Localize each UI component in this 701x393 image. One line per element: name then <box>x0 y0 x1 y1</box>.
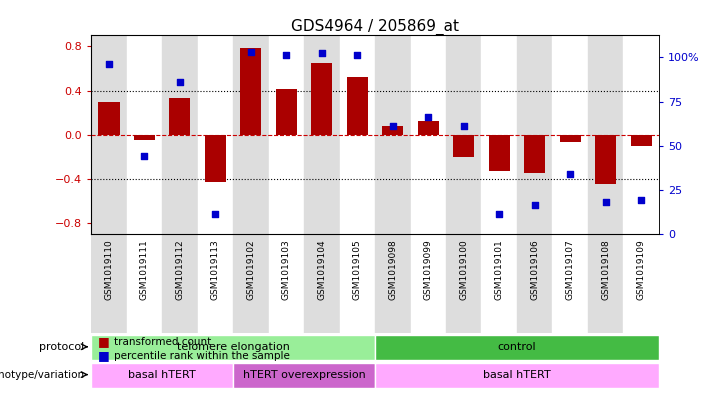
Bar <box>631 135 652 146</box>
Text: GSM1019108: GSM1019108 <box>601 239 610 300</box>
Bar <box>275 90 297 135</box>
Bar <box>346 77 368 135</box>
Bar <box>588 35 623 234</box>
Text: basal hTERT: basal hTERT <box>128 369 196 380</box>
Title: GDS4964 / 205869_at: GDS4964 / 205869_at <box>291 19 459 35</box>
Text: GSM1019101: GSM1019101 <box>495 239 504 300</box>
Point <box>636 197 647 203</box>
Text: control: control <box>498 342 536 352</box>
Bar <box>482 35 517 234</box>
Bar <box>198 234 233 333</box>
Bar <box>268 35 304 234</box>
Point <box>139 153 150 159</box>
Bar <box>552 35 588 234</box>
Text: GSM1019109: GSM1019109 <box>637 239 646 300</box>
Bar <box>517 35 552 234</box>
Bar <box>482 234 517 333</box>
Text: GSM1019103: GSM1019103 <box>282 239 291 300</box>
Text: GSM1019111: GSM1019111 <box>140 239 149 300</box>
Bar <box>240 48 261 135</box>
Bar <box>127 234 162 333</box>
Bar <box>339 35 375 234</box>
Bar <box>559 135 581 142</box>
Bar <box>162 234 198 333</box>
Point <box>494 211 505 217</box>
Bar <box>375 363 659 387</box>
Bar <box>304 234 339 333</box>
Bar <box>382 126 404 135</box>
Bar <box>233 234 268 333</box>
Bar <box>91 234 127 333</box>
Text: GSM1019106: GSM1019106 <box>530 239 539 300</box>
Point <box>423 114 434 120</box>
Text: GSM1019105: GSM1019105 <box>353 239 362 300</box>
Text: protocol: protocol <box>39 342 84 352</box>
Text: GSM1019098: GSM1019098 <box>388 239 397 300</box>
Bar <box>233 363 375 387</box>
Bar <box>552 234 588 333</box>
Text: hTERT overexpression: hTERT overexpression <box>243 369 365 380</box>
Point <box>316 50 327 57</box>
Text: GSM1019099: GSM1019099 <box>424 239 433 300</box>
Text: GSM1019110: GSM1019110 <box>104 239 114 300</box>
Point <box>280 52 292 59</box>
Bar <box>623 35 659 234</box>
Text: percentile rank within the sample: percentile rank within the sample <box>114 351 290 361</box>
Bar <box>453 135 475 157</box>
Point <box>210 211 221 217</box>
Bar <box>517 234 552 333</box>
Bar <box>411 234 446 333</box>
Bar <box>446 234 482 333</box>
Bar <box>623 234 659 333</box>
Bar <box>311 63 332 135</box>
Bar <box>169 98 191 135</box>
Bar <box>304 35 339 234</box>
Bar <box>233 35 268 234</box>
Point <box>600 199 611 205</box>
Bar <box>489 135 510 171</box>
Bar <box>91 35 127 234</box>
Bar <box>91 335 375 360</box>
Text: ■: ■ <box>98 335 110 349</box>
Bar <box>595 135 616 184</box>
Text: GSM1019102: GSM1019102 <box>246 239 255 300</box>
Bar <box>98 102 119 135</box>
Text: GSM1019113: GSM1019113 <box>211 239 220 300</box>
Bar <box>205 135 226 182</box>
Point <box>175 79 186 85</box>
Text: telomere elongation: telomere elongation <box>177 342 290 352</box>
Bar <box>446 35 482 234</box>
Bar <box>91 363 233 387</box>
Text: GSM1019112: GSM1019112 <box>175 239 184 300</box>
Text: basal hTERT: basal hTERT <box>483 369 551 380</box>
Text: ■: ■ <box>98 349 110 362</box>
Point <box>245 49 257 55</box>
Bar <box>339 234 375 333</box>
Point <box>387 123 398 129</box>
Bar <box>134 135 155 140</box>
Point <box>564 171 576 177</box>
Text: GSM1019104: GSM1019104 <box>318 239 326 300</box>
Bar <box>375 234 411 333</box>
Bar <box>127 35 162 234</box>
Text: genotype/variation: genotype/variation <box>0 369 84 380</box>
Bar <box>375 335 659 360</box>
Point <box>352 52 363 59</box>
Point <box>103 61 114 67</box>
Bar <box>524 135 545 173</box>
Bar <box>162 35 198 234</box>
Text: transformed count: transformed count <box>114 337 211 347</box>
Bar <box>418 121 439 135</box>
Bar <box>375 35 411 234</box>
Text: GSM1019100: GSM1019100 <box>459 239 468 300</box>
Text: GSM1019107: GSM1019107 <box>566 239 575 300</box>
Bar <box>268 234 304 333</box>
Bar <box>198 35 233 234</box>
Point <box>529 202 540 209</box>
Point <box>458 123 470 129</box>
Bar <box>411 35 446 234</box>
Bar <box>588 234 623 333</box>
